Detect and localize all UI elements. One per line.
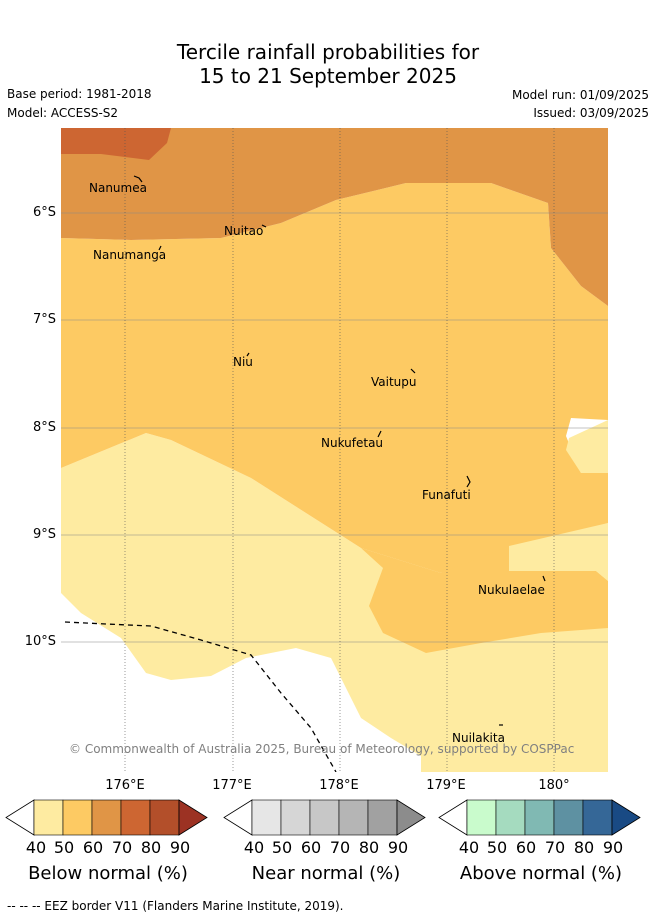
tick: 90 bbox=[169, 838, 191, 857]
tick: 40 bbox=[25, 838, 47, 857]
eez-border-line bbox=[64, 621, 337, 772]
below-normal-50-60-region-east bbox=[361, 546, 608, 653]
below-normal-40-50-patch-northeast bbox=[566, 420, 608, 473]
colorbar-title-near: Near normal (%) bbox=[251, 863, 401, 884]
island-label-nuitao: Nuitao bbox=[224, 224, 264, 238]
no-signal-region bbox=[61, 593, 421, 772]
island-shapes bbox=[133, 175, 546, 726]
model-run: Model run: 01/09/2025 bbox=[511, 88, 649, 102]
vaitupu-atoll bbox=[410, 368, 416, 374]
island-label-nuilakita: Nuilakita bbox=[452, 731, 505, 745]
colorbar-cell bbox=[338, 799, 369, 836]
island-label-funafuti: Funafuti bbox=[422, 488, 471, 502]
tick: 40 bbox=[243, 838, 265, 857]
colorbar-above-normal bbox=[438, 799, 641, 836]
colorbar-cell bbox=[582, 799, 613, 836]
lat-label-10s: 10°S bbox=[24, 634, 56, 649]
map-title-line2: 15 to 21 September 2025 bbox=[199, 64, 457, 88]
island-label-nukulaelae: Nukulaelae bbox=[478, 583, 545, 597]
colorbar-cell bbox=[495, 799, 526, 836]
colorbar-cell bbox=[466, 799, 497, 836]
model-name: Model: ACCESS-S2 bbox=[7, 106, 119, 120]
tick: 90 bbox=[387, 838, 409, 857]
lon-label-178e: 178°E bbox=[319, 778, 359, 793]
lon-label-177e: 177°E bbox=[212, 778, 252, 793]
lon-label-176e: 176°E bbox=[105, 778, 145, 793]
colorbar-title-below: Below normal (%) bbox=[28, 863, 188, 884]
colorbar-low-arrow bbox=[223, 799, 253, 836]
colorbar-cell bbox=[62, 799, 93, 836]
below-normal-60-70-region bbox=[61, 128, 608, 306]
tick: 80 bbox=[140, 838, 162, 857]
lon-label-180: 180° bbox=[538, 778, 570, 793]
colorbar-cell bbox=[33, 799, 64, 836]
colorbar-cell bbox=[553, 799, 584, 836]
colorbar-cell bbox=[524, 799, 555, 836]
colorbar-near-normal bbox=[223, 799, 426, 836]
tick: 80 bbox=[573, 838, 595, 857]
tick: 70 bbox=[544, 838, 566, 857]
grid-lines bbox=[61, 212, 608, 643]
base-period: Base period: 1981-2018 bbox=[7, 87, 152, 101]
island-label-nukufetau: Nukufetau bbox=[321, 436, 384, 450]
island-label-nanumanga: Nanumanga bbox=[93, 248, 167, 262]
lat-label-7s: 7°S bbox=[32, 312, 56, 327]
issued-date: Issued: 03/09/2025 bbox=[533, 106, 649, 120]
tick: 70 bbox=[329, 838, 351, 857]
tick: 60 bbox=[515, 838, 537, 857]
colorbar-cell bbox=[280, 799, 311, 836]
nanumanga-atoll bbox=[158, 245, 162, 251]
colorbar-high-arrow bbox=[611, 799, 641, 836]
island-label-nanumea: Nanumea bbox=[89, 181, 147, 195]
map-title-line1: Tercile rainfall probabilities for bbox=[176, 40, 480, 64]
lon-label-179e: 179°E bbox=[426, 778, 466, 793]
island-label-niu: Niu bbox=[233, 355, 253, 369]
tick: 50 bbox=[486, 838, 508, 857]
niu-atoll bbox=[246, 352, 250, 357]
lat-label-9s: 9°S bbox=[32, 527, 56, 542]
colorbar-cell bbox=[120, 799, 151, 836]
nuitao-atoll bbox=[261, 224, 267, 228]
tick: 80 bbox=[358, 838, 380, 857]
tick: 50 bbox=[53, 838, 75, 857]
lat-label-8s: 8°S bbox=[32, 420, 56, 435]
tick: 90 bbox=[602, 838, 624, 857]
funafuti-atoll bbox=[466, 475, 471, 488]
below-normal-50-60-region bbox=[61, 183, 608, 573]
eez-border-legend: -- -- -- EEZ border V11 (Flanders Marine… bbox=[7, 899, 344, 913]
colorbar-low-arrow bbox=[438, 799, 468, 836]
tick: 60 bbox=[82, 838, 104, 857]
nanumea-atoll bbox=[133, 175, 143, 183]
colorbar-cell bbox=[309, 799, 340, 836]
colorbar-below-normal bbox=[5, 799, 208, 836]
colorbar-high-arrow bbox=[178, 799, 208, 836]
below-normal-40-50-patch-east bbox=[509, 523, 608, 581]
copyright-notice: © Commonwealth of Australia 2025, Bureau… bbox=[69, 742, 575, 756]
nukufetau-atoll bbox=[377, 430, 382, 438]
island-label-vaitupu: Vaitupu bbox=[371, 375, 417, 389]
tick: 70 bbox=[111, 838, 133, 857]
colorbar-cell bbox=[367, 799, 398, 836]
nukulaelae-atoll bbox=[542, 575, 546, 582]
colorbar-high-arrow bbox=[396, 799, 426, 836]
colorbar-title-above: Above normal (%) bbox=[459, 863, 623, 884]
colorbar-cell bbox=[149, 799, 180, 836]
colorbar-cell bbox=[251, 799, 282, 836]
tick: 40 bbox=[458, 838, 480, 857]
lat-label-6s: 6°S bbox=[32, 205, 56, 220]
rainfall-probability-map bbox=[61, 128, 608, 772]
colorbar-cell bbox=[91, 799, 122, 836]
colorbar-low-arrow bbox=[5, 799, 35, 836]
tick: 50 bbox=[271, 838, 293, 857]
longitude-lines bbox=[124, 128, 555, 772]
below-normal-70-80-region bbox=[61, 128, 171, 160]
tick: 60 bbox=[300, 838, 322, 857]
